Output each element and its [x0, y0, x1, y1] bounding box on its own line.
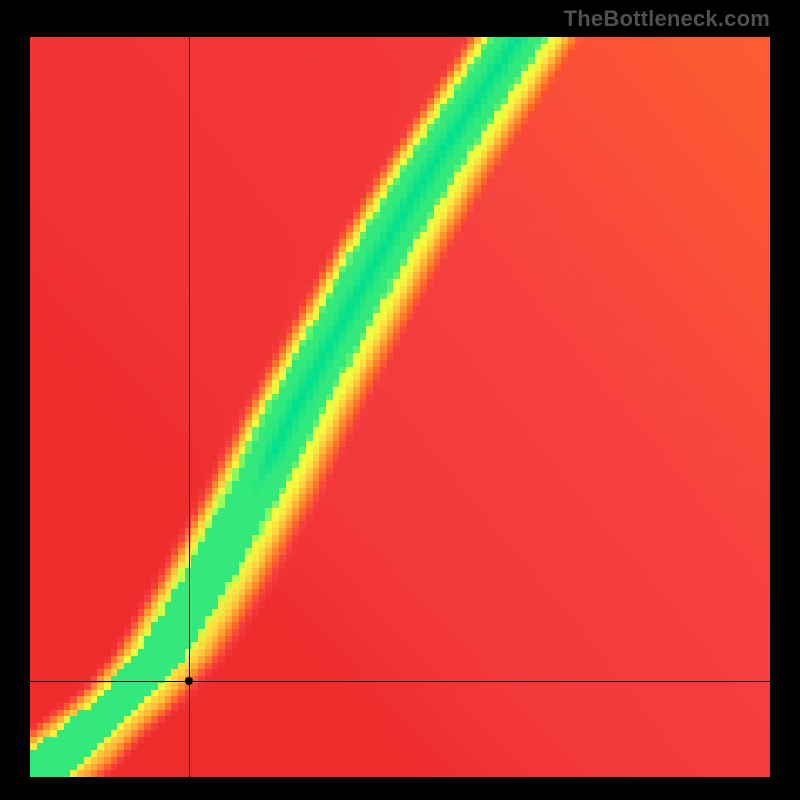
heatmap-canvas: [30, 37, 770, 777]
crosshair-vertical: [189, 37, 190, 777]
chart-frame: TheBottleneck.com: [0, 0, 800, 800]
plot-area: [30, 37, 770, 777]
crosshair-horizontal: [30, 681, 770, 682]
marker-dot: [185, 677, 193, 685]
watermark-text: TheBottleneck.com: [564, 6, 770, 32]
